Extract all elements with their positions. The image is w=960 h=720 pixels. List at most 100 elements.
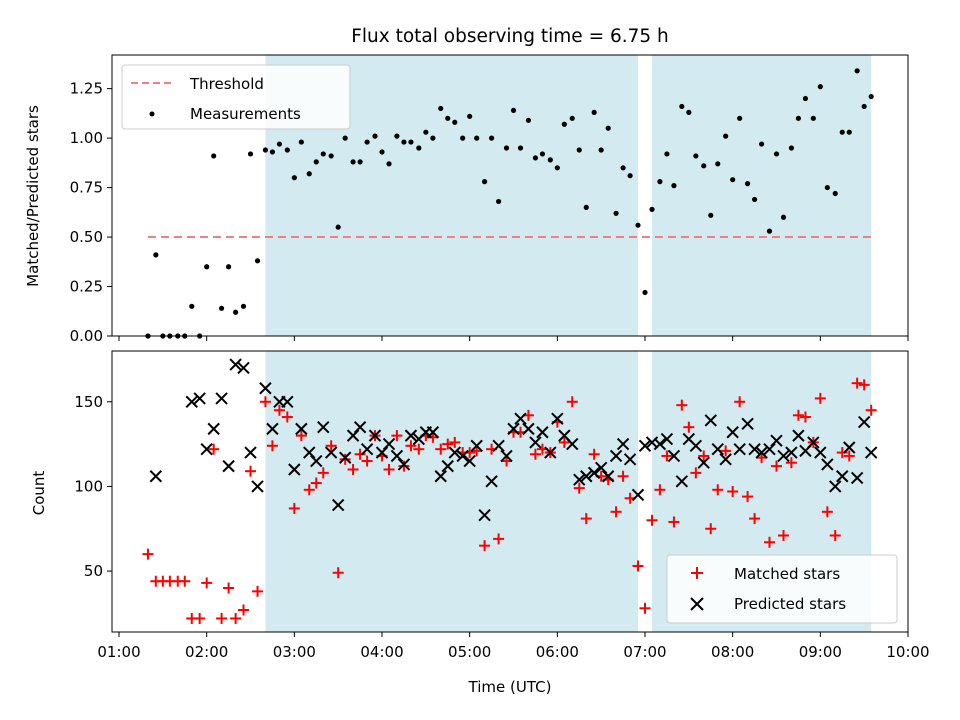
measurement-point bbox=[715, 161, 721, 167]
predicted-star-point bbox=[492, 439, 505, 453]
measurement-point bbox=[583, 204, 589, 210]
matched-star-point bbox=[698, 450, 710, 462]
matched-star-point bbox=[179, 575, 191, 587]
matched-star-point bbox=[317, 467, 329, 479]
predicted-star-point bbox=[529, 436, 542, 449]
measurement-point bbox=[627, 173, 633, 179]
measurement-point bbox=[306, 171, 312, 177]
measurement-point bbox=[701, 163, 707, 169]
matched-star-point bbox=[771, 460, 783, 472]
predicted-star-point bbox=[733, 442, 746, 456]
matched-star-point bbox=[661, 450, 673, 462]
predicted-star-point bbox=[616, 437, 630, 451]
predicted-star-point bbox=[375, 446, 389, 459]
matched-star-point bbox=[347, 463, 359, 475]
predicted-star-point bbox=[814, 446, 827, 459]
predicted-star-point bbox=[755, 446, 768, 459]
measurement-point bbox=[284, 147, 290, 153]
predicted-star-point bbox=[390, 449, 404, 463]
measurement-point bbox=[467, 113, 473, 119]
matched-star-point bbox=[391, 430, 403, 442]
matched-star-point bbox=[588, 448, 600, 460]
measurement-point bbox=[153, 252, 159, 258]
predicted-star-point bbox=[770, 434, 783, 447]
predicted-star-point bbox=[500, 449, 513, 463]
matched-star-point bbox=[668, 516, 680, 528]
predicted-star-point bbox=[507, 422, 520, 436]
measurement-point bbox=[802, 95, 809, 102]
predicted-star-point bbox=[149, 470, 163, 483]
predicted-star-point bbox=[244, 446, 257, 459]
measurement-point bbox=[708, 212, 714, 218]
matched-star-point bbox=[413, 443, 425, 455]
measurement-point bbox=[723, 133, 729, 139]
matched-star-point bbox=[354, 448, 366, 460]
predicted-star-point bbox=[441, 459, 454, 473]
predicted-star-point bbox=[426, 426, 440, 439]
predicted-star-point bbox=[857, 415, 871, 429]
predicted-star-point bbox=[251, 480, 264, 493]
predicted-star-point bbox=[864, 446, 878, 459]
y-tick-label: 0.00 bbox=[70, 327, 103, 345]
matched-star-point bbox=[208, 443, 220, 455]
measurement-point bbox=[868, 93, 874, 100]
measurement-point bbox=[642, 289, 648, 296]
matched-star-point bbox=[836, 447, 848, 459]
legend-matched-label: Matched stars bbox=[734, 565, 840, 583]
x-tick-label: 05:00 bbox=[448, 643, 491, 661]
measurement-point bbox=[364, 139, 370, 145]
matched-star-point bbox=[617, 470, 629, 482]
matched-star-point bbox=[361, 455, 373, 467]
predicted-star-point bbox=[434, 470, 447, 483]
predicted-star-point bbox=[850, 471, 864, 485]
predicted-star-point bbox=[360, 442, 374, 456]
measurement-point bbox=[510, 107, 517, 114]
y-tick-label: 150 bbox=[74, 393, 103, 411]
measurement-point bbox=[247, 151, 254, 157]
matched-star-point bbox=[573, 482, 585, 494]
measurement-point bbox=[394, 133, 400, 139]
measurement-point bbox=[401, 139, 407, 145]
matched-star-point bbox=[405, 440, 417, 452]
predicted-star-point bbox=[777, 449, 790, 463]
x-tick-label: 02:00 bbox=[185, 643, 228, 661]
measurement-point bbox=[313, 159, 319, 165]
matched-star-point bbox=[216, 612, 228, 624]
measurement-point bbox=[649, 206, 655, 212]
matched-star-point bbox=[690, 467, 702, 479]
measurement-point bbox=[240, 303, 247, 309]
top-y-ticks: 0.00 0.25 0.50 0.75 1.00 1.25 bbox=[70, 80, 112, 345]
matched-star-point bbox=[639, 602, 651, 614]
measurement-point bbox=[430, 135, 436, 141]
matched-star-point bbox=[632, 560, 644, 572]
predicted-star-point bbox=[485, 475, 498, 488]
matched-star-point bbox=[529, 448, 541, 460]
measurement-point bbox=[780, 214, 787, 220]
measurement-point bbox=[379, 149, 385, 155]
legend-matched-swatch bbox=[691, 567, 703, 579]
bottom-x-ticks: 01:00 02:00 03:00 04:00 05:00 06:00 07:00 08:00… bbox=[97, 632, 930, 661]
predicted-star-point bbox=[551, 412, 564, 425]
predicted-star-point bbox=[346, 429, 360, 442]
measurement-point bbox=[225, 264, 232, 270]
measurement-point bbox=[335, 224, 341, 230]
predicted-star-point bbox=[748, 442, 761, 456]
predicted-star-point bbox=[215, 392, 228, 405]
matched-stars-points bbox=[142, 377, 877, 624]
matched-star-point bbox=[310, 477, 322, 489]
y-tick-label: 0.50 bbox=[70, 228, 103, 246]
measurement-point bbox=[357, 159, 363, 165]
predicted-star-point bbox=[338, 451, 352, 464]
matched-star-point bbox=[259, 396, 271, 408]
predicted-star-point bbox=[689, 439, 703, 453]
predicted-star-point bbox=[609, 449, 623, 463]
matched-star-point bbox=[479, 540, 491, 552]
x-tick-label: 10:00 bbox=[886, 643, 929, 661]
predicted-star-point bbox=[368, 429, 382, 442]
measurement-point bbox=[854, 68, 860, 74]
legend-predicted-label: Predicted stars bbox=[734, 595, 846, 613]
top-y-axis-label: Matched/Predicted stars bbox=[24, 105, 42, 287]
predicted-star-point bbox=[317, 420, 330, 434]
bottom-y-axis-label: Count bbox=[30, 471, 48, 516]
